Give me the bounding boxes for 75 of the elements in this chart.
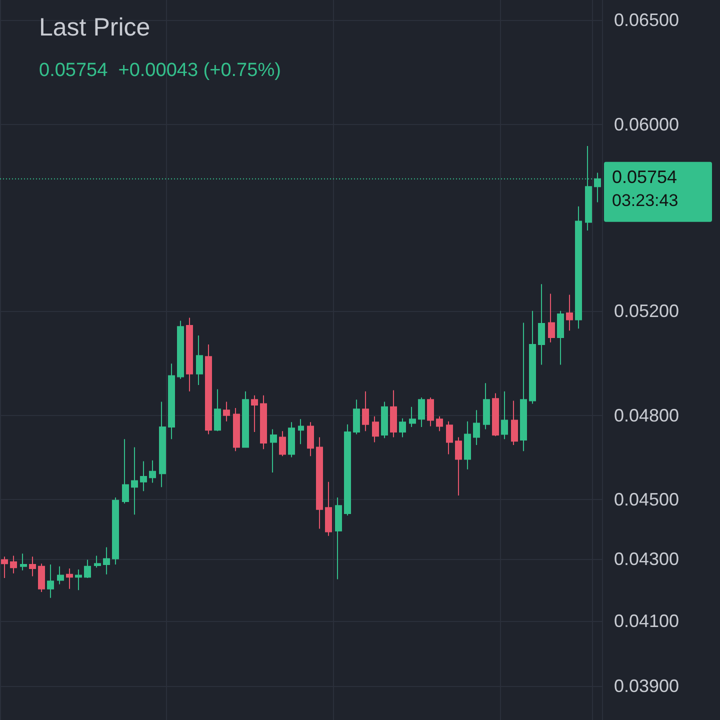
candlestick — [409, 406, 416, 428]
candlestick — [159, 401, 166, 488]
candlestick — [20, 553, 27, 571]
candlestick — [381, 401, 388, 439]
candlestick — [538, 284, 545, 366]
candlestick — [335, 496, 342, 580]
candlestick — [325, 481, 332, 536]
candlestick — [492, 392, 499, 437]
candlestick — [399, 418, 406, 438]
candlestick — [446, 420, 453, 455]
candlestick — [223, 401, 230, 422]
candlestick — [140, 460, 147, 492]
candlestick — [260, 394, 267, 450]
candlestick — [112, 496, 119, 566]
candlestick — [38, 563, 45, 592]
y-tick-label: 0.03900 — [614, 676, 680, 696]
candlestick — [103, 546, 110, 575]
candlestick — [473, 410, 480, 446]
y-tick-label: 0.05200 — [614, 300, 680, 321]
candlestick — [511, 400, 518, 446]
candlestick — [233, 408, 240, 452]
text: 03:23:43 — [612, 190, 678, 210]
candlestick — [298, 418, 304, 445]
candlestick — [529, 310, 536, 404]
y-tick-label: 0.06000 — [614, 114, 680, 134]
candlestick — [418, 397, 425, 428]
candlestick — [575, 206, 582, 330]
candlestick — [57, 566, 64, 585]
candlestick — [288, 422, 295, 458]
candlestick — [205, 344, 212, 435]
candlestick — [427, 397, 434, 427]
text: 0.05754 +0.00043 (+0.75%) — [39, 60, 281, 81]
candlestick — [501, 390, 508, 440]
candlestick — [483, 382, 490, 430]
candlestick — [122, 438, 129, 504]
candlestick — [372, 416, 379, 443]
candlestick — [149, 460, 156, 484]
candlestick — [186, 317, 193, 392]
candlestick — [464, 420, 471, 470]
candlestick — [390, 390, 397, 438]
candlestick — [29, 556, 36, 577]
candlestick — [548, 293, 555, 343]
candlestick — [214, 388, 221, 432]
candlestick — [1, 556, 8, 579]
candlestick — [436, 416, 443, 432]
text: Last Price — [39, 14, 150, 42]
candlestick — [566, 294, 573, 332]
candlestick — [279, 430, 286, 457]
candlestick — [520, 322, 527, 452]
candlestick — [47, 564, 54, 598]
candlestick — [316, 436, 323, 530]
candlestick — [557, 310, 564, 366]
candlestick — [196, 334, 203, 386]
candlestick — [344, 424, 351, 516]
candlestick — [251, 394, 258, 433]
candlestick — [362, 390, 369, 432]
candlestick — [131, 446, 138, 516]
candlestick — [455, 436, 462, 496]
y-tick-label: 0.06500 — [614, 10, 680, 30]
candlestick — [66, 568, 73, 590]
candlestick — [307, 422, 314, 457]
y-tick-label: 0.04800 — [614, 405, 680, 426]
candlestick — [168, 363, 175, 440]
ref-line-label: 0.05754 — [612, 166, 678, 187]
y-tick-label: 0.04300 — [614, 548, 680, 569]
candlestick — [353, 399, 360, 435]
candlestick — [75, 568, 82, 591]
candlestick — [94, 555, 101, 568]
y-tick-label: 0.04100 — [614, 610, 680, 631]
candlestick — [177, 320, 184, 380]
candlestick — [84, 559, 91, 579]
candlestick — [242, 390, 249, 448]
candlestick — [10, 555, 17, 574]
candlestick — [270, 428, 277, 474]
y-tick-label: 0.04500 — [614, 489, 680, 510]
